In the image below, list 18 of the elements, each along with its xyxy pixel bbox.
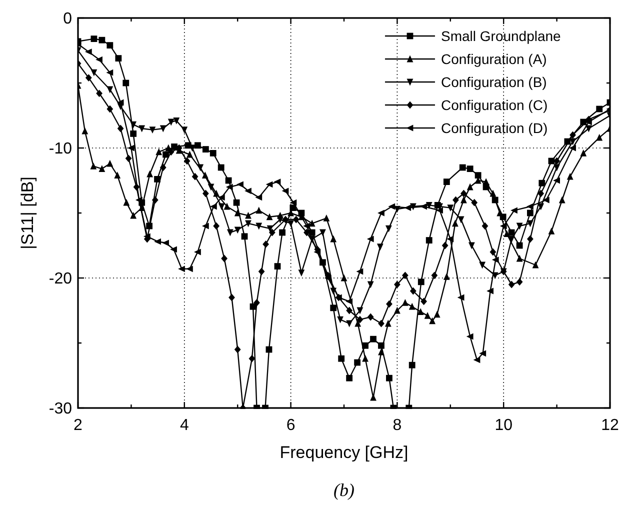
x-tick-label: 10 [494, 417, 513, 434]
y-axis-title: |S11| [dB] [18, 176, 37, 250]
x-tick-label: 8 [392, 417, 402, 434]
x-tick-label: 2 [74, 417, 83, 434]
y-tick-label: -10 [48, 140, 72, 158]
x-tick-label: 4 [180, 417, 189, 434]
legend-label: Configuration (A) [441, 51, 547, 67]
legend-label: Small Groundplane [441, 28, 562, 44]
legend-label: Configuration (C) [441, 97, 548, 113]
y-tick-label: 0 [63, 10, 72, 28]
x-axis-title: Frequency [GHz] [280, 443, 408, 462]
legend-label: Configuration (D) [441, 120, 548, 136]
text: (b) [334, 480, 354, 500]
x-tick-label: 6 [286, 417, 296, 434]
legend-label: Configuration (B) [441, 74, 547, 90]
y-tick-label: -20 [48, 270, 72, 288]
x-tick-label: 12 [601, 417, 619, 434]
y-tick-label: -30 [48, 400, 72, 418]
